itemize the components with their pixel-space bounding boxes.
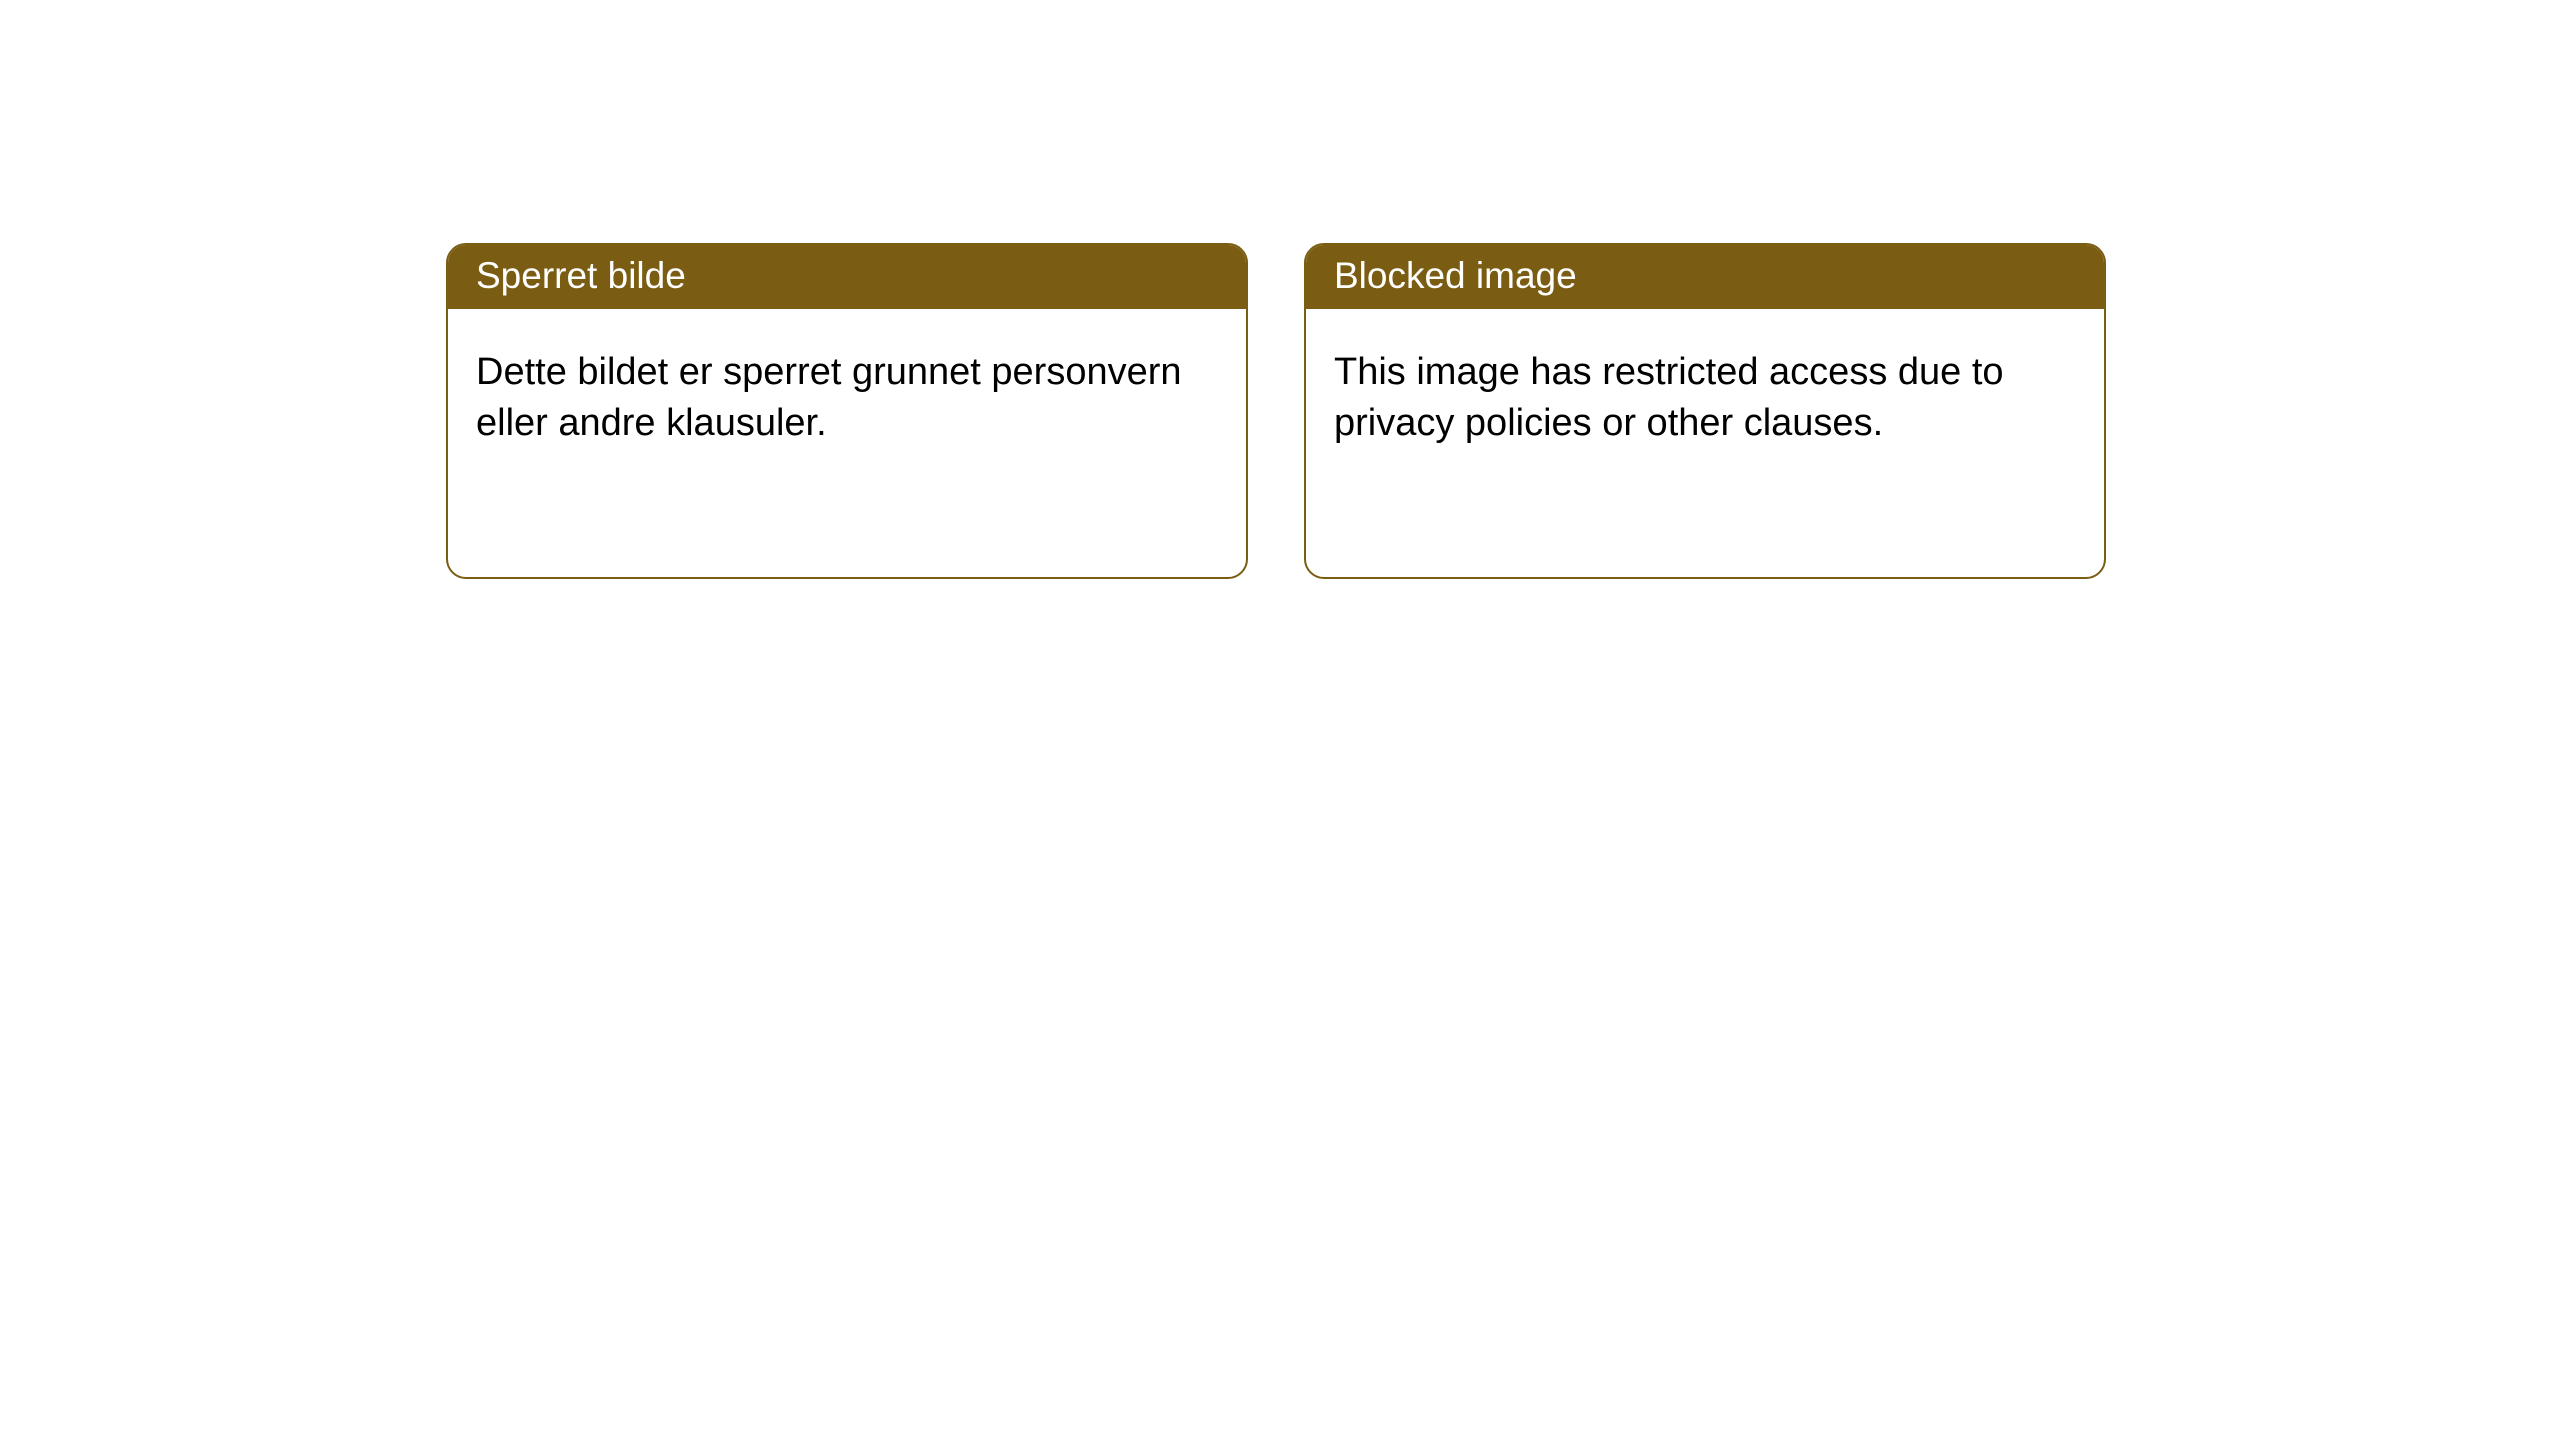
notice-container: Sperret bilde Dette bildet er sperret gr… (0, 0, 2560, 579)
notice-card-body: Dette bildet er sperret grunnet personve… (448, 309, 1246, 488)
notice-card-english: Blocked image This image has restricted … (1304, 243, 2106, 579)
notice-card-header: Sperret bilde (448, 245, 1246, 309)
notice-card-header: Blocked image (1306, 245, 2104, 309)
notice-body-text: This image has restricted access due to … (1334, 351, 2004, 444)
notice-body-text: Dette bildet er sperret grunnet personve… (476, 351, 1182, 444)
notice-title: Blocked image (1334, 255, 1577, 296)
notice-title: Sperret bilde (476, 255, 686, 296)
notice-card-norwegian: Sperret bilde Dette bildet er sperret gr… (446, 243, 1248, 579)
notice-card-body: This image has restricted access due to … (1306, 309, 2104, 488)
